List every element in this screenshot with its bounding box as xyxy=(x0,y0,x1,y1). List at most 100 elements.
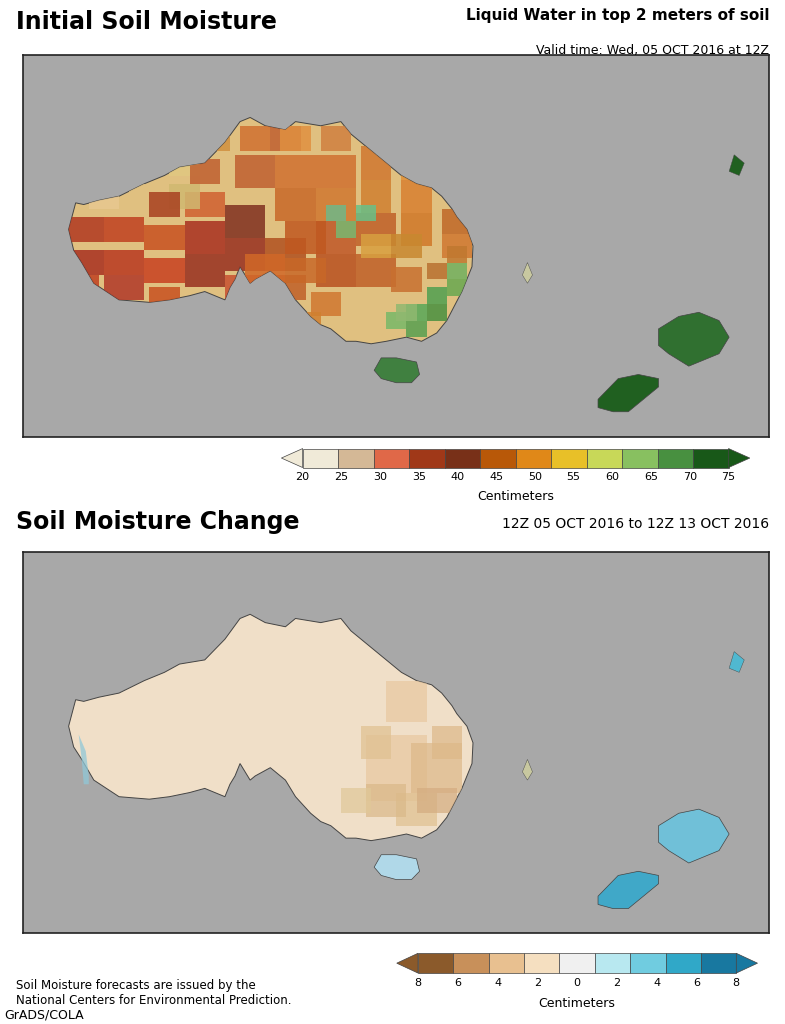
Polygon shape xyxy=(311,292,341,316)
Polygon shape xyxy=(396,304,417,321)
Text: Centimeters: Centimeters xyxy=(477,490,554,504)
Polygon shape xyxy=(184,193,225,217)
Polygon shape xyxy=(104,250,144,275)
Polygon shape xyxy=(361,726,391,760)
Polygon shape xyxy=(89,183,119,209)
Bar xyxy=(516,449,551,468)
Text: 60: 60 xyxy=(605,472,619,482)
Polygon shape xyxy=(316,221,356,254)
Polygon shape xyxy=(144,225,184,250)
Text: GrADS/COLA: GrADS/COLA xyxy=(4,1009,83,1022)
Polygon shape xyxy=(265,238,305,270)
Polygon shape xyxy=(361,118,391,142)
Polygon shape xyxy=(447,262,467,280)
Polygon shape xyxy=(316,188,356,221)
Text: 4: 4 xyxy=(494,978,501,988)
Polygon shape xyxy=(78,734,89,784)
Polygon shape xyxy=(432,726,462,760)
Polygon shape xyxy=(199,126,230,151)
Text: 6: 6 xyxy=(693,978,700,988)
Text: 6: 6 xyxy=(455,978,462,988)
Text: 50: 50 xyxy=(528,472,542,482)
Polygon shape xyxy=(104,217,144,242)
Text: 2: 2 xyxy=(534,978,541,988)
Polygon shape xyxy=(276,188,316,221)
Polygon shape xyxy=(129,183,159,209)
Polygon shape xyxy=(396,793,436,825)
Polygon shape xyxy=(407,321,426,337)
Text: 65: 65 xyxy=(644,472,658,482)
Polygon shape xyxy=(374,357,419,383)
Bar xyxy=(480,449,516,468)
Polygon shape xyxy=(245,254,286,288)
Text: 75: 75 xyxy=(721,472,736,482)
Polygon shape xyxy=(276,155,316,188)
Polygon shape xyxy=(225,205,265,238)
Bar xyxy=(630,953,666,973)
Bar xyxy=(303,449,338,468)
Text: 25: 25 xyxy=(334,472,349,482)
Polygon shape xyxy=(366,734,426,801)
Bar xyxy=(701,953,736,973)
Polygon shape xyxy=(659,809,729,863)
Polygon shape xyxy=(225,275,265,300)
Polygon shape xyxy=(417,788,457,813)
Polygon shape xyxy=(235,155,276,188)
Polygon shape xyxy=(366,784,407,817)
Text: 8: 8 xyxy=(414,978,422,988)
Polygon shape xyxy=(240,126,270,151)
Text: 12Z 05 OCT 2016 to 12Z 13 OCT 2016: 12Z 05 OCT 2016 to 12Z 13 OCT 2016 xyxy=(502,517,769,531)
Text: Initial Soil Moisture: Initial Soil Moisture xyxy=(16,10,276,34)
Polygon shape xyxy=(376,138,396,155)
Bar xyxy=(444,449,480,468)
Polygon shape xyxy=(280,126,311,151)
Polygon shape xyxy=(361,146,391,179)
Polygon shape xyxy=(281,449,303,468)
Bar xyxy=(658,449,693,468)
Polygon shape xyxy=(401,213,432,246)
Polygon shape xyxy=(286,221,326,254)
Polygon shape xyxy=(341,788,371,813)
Polygon shape xyxy=(68,614,473,841)
Bar xyxy=(374,449,409,468)
Text: Valid time: Wed, 05 OCT 2016 at 12Z: Valid time: Wed, 05 OCT 2016 at 12Z xyxy=(536,44,769,57)
Polygon shape xyxy=(401,146,432,179)
Bar xyxy=(586,449,622,468)
Polygon shape xyxy=(386,312,407,329)
Polygon shape xyxy=(598,871,659,908)
Polygon shape xyxy=(361,233,391,258)
Text: 8: 8 xyxy=(732,978,739,988)
Polygon shape xyxy=(265,275,305,300)
Polygon shape xyxy=(729,155,744,175)
Text: 30: 30 xyxy=(373,472,387,482)
Text: Liquid Water in top 2 meters of soil: Liquid Water in top 2 meters of soil xyxy=(466,8,769,24)
Bar xyxy=(560,953,595,973)
Bar xyxy=(418,953,453,973)
Polygon shape xyxy=(391,266,422,292)
Polygon shape xyxy=(184,254,225,288)
Polygon shape xyxy=(374,855,419,880)
Text: 40: 40 xyxy=(451,472,465,482)
Polygon shape xyxy=(426,304,447,321)
Polygon shape xyxy=(225,238,265,270)
Polygon shape xyxy=(190,159,220,183)
Polygon shape xyxy=(401,179,432,213)
Polygon shape xyxy=(386,681,426,722)
Polygon shape xyxy=(104,275,144,300)
Polygon shape xyxy=(356,205,376,221)
Text: 4: 4 xyxy=(653,978,660,988)
Polygon shape xyxy=(129,151,159,175)
Text: 55: 55 xyxy=(567,472,581,482)
Text: 35: 35 xyxy=(412,472,425,482)
Bar xyxy=(338,449,374,468)
Polygon shape xyxy=(286,258,326,284)
Polygon shape xyxy=(522,760,532,780)
Text: 45: 45 xyxy=(489,472,503,482)
Polygon shape xyxy=(326,205,346,221)
Polygon shape xyxy=(170,151,199,175)
Polygon shape xyxy=(407,304,426,321)
Text: Soil Moisture forecasts are issued by the
National Centers for Environmental Pre: Soil Moisture forecasts are issued by th… xyxy=(16,979,291,1007)
Polygon shape xyxy=(64,250,104,275)
Polygon shape xyxy=(447,246,467,262)
Bar xyxy=(595,953,630,973)
